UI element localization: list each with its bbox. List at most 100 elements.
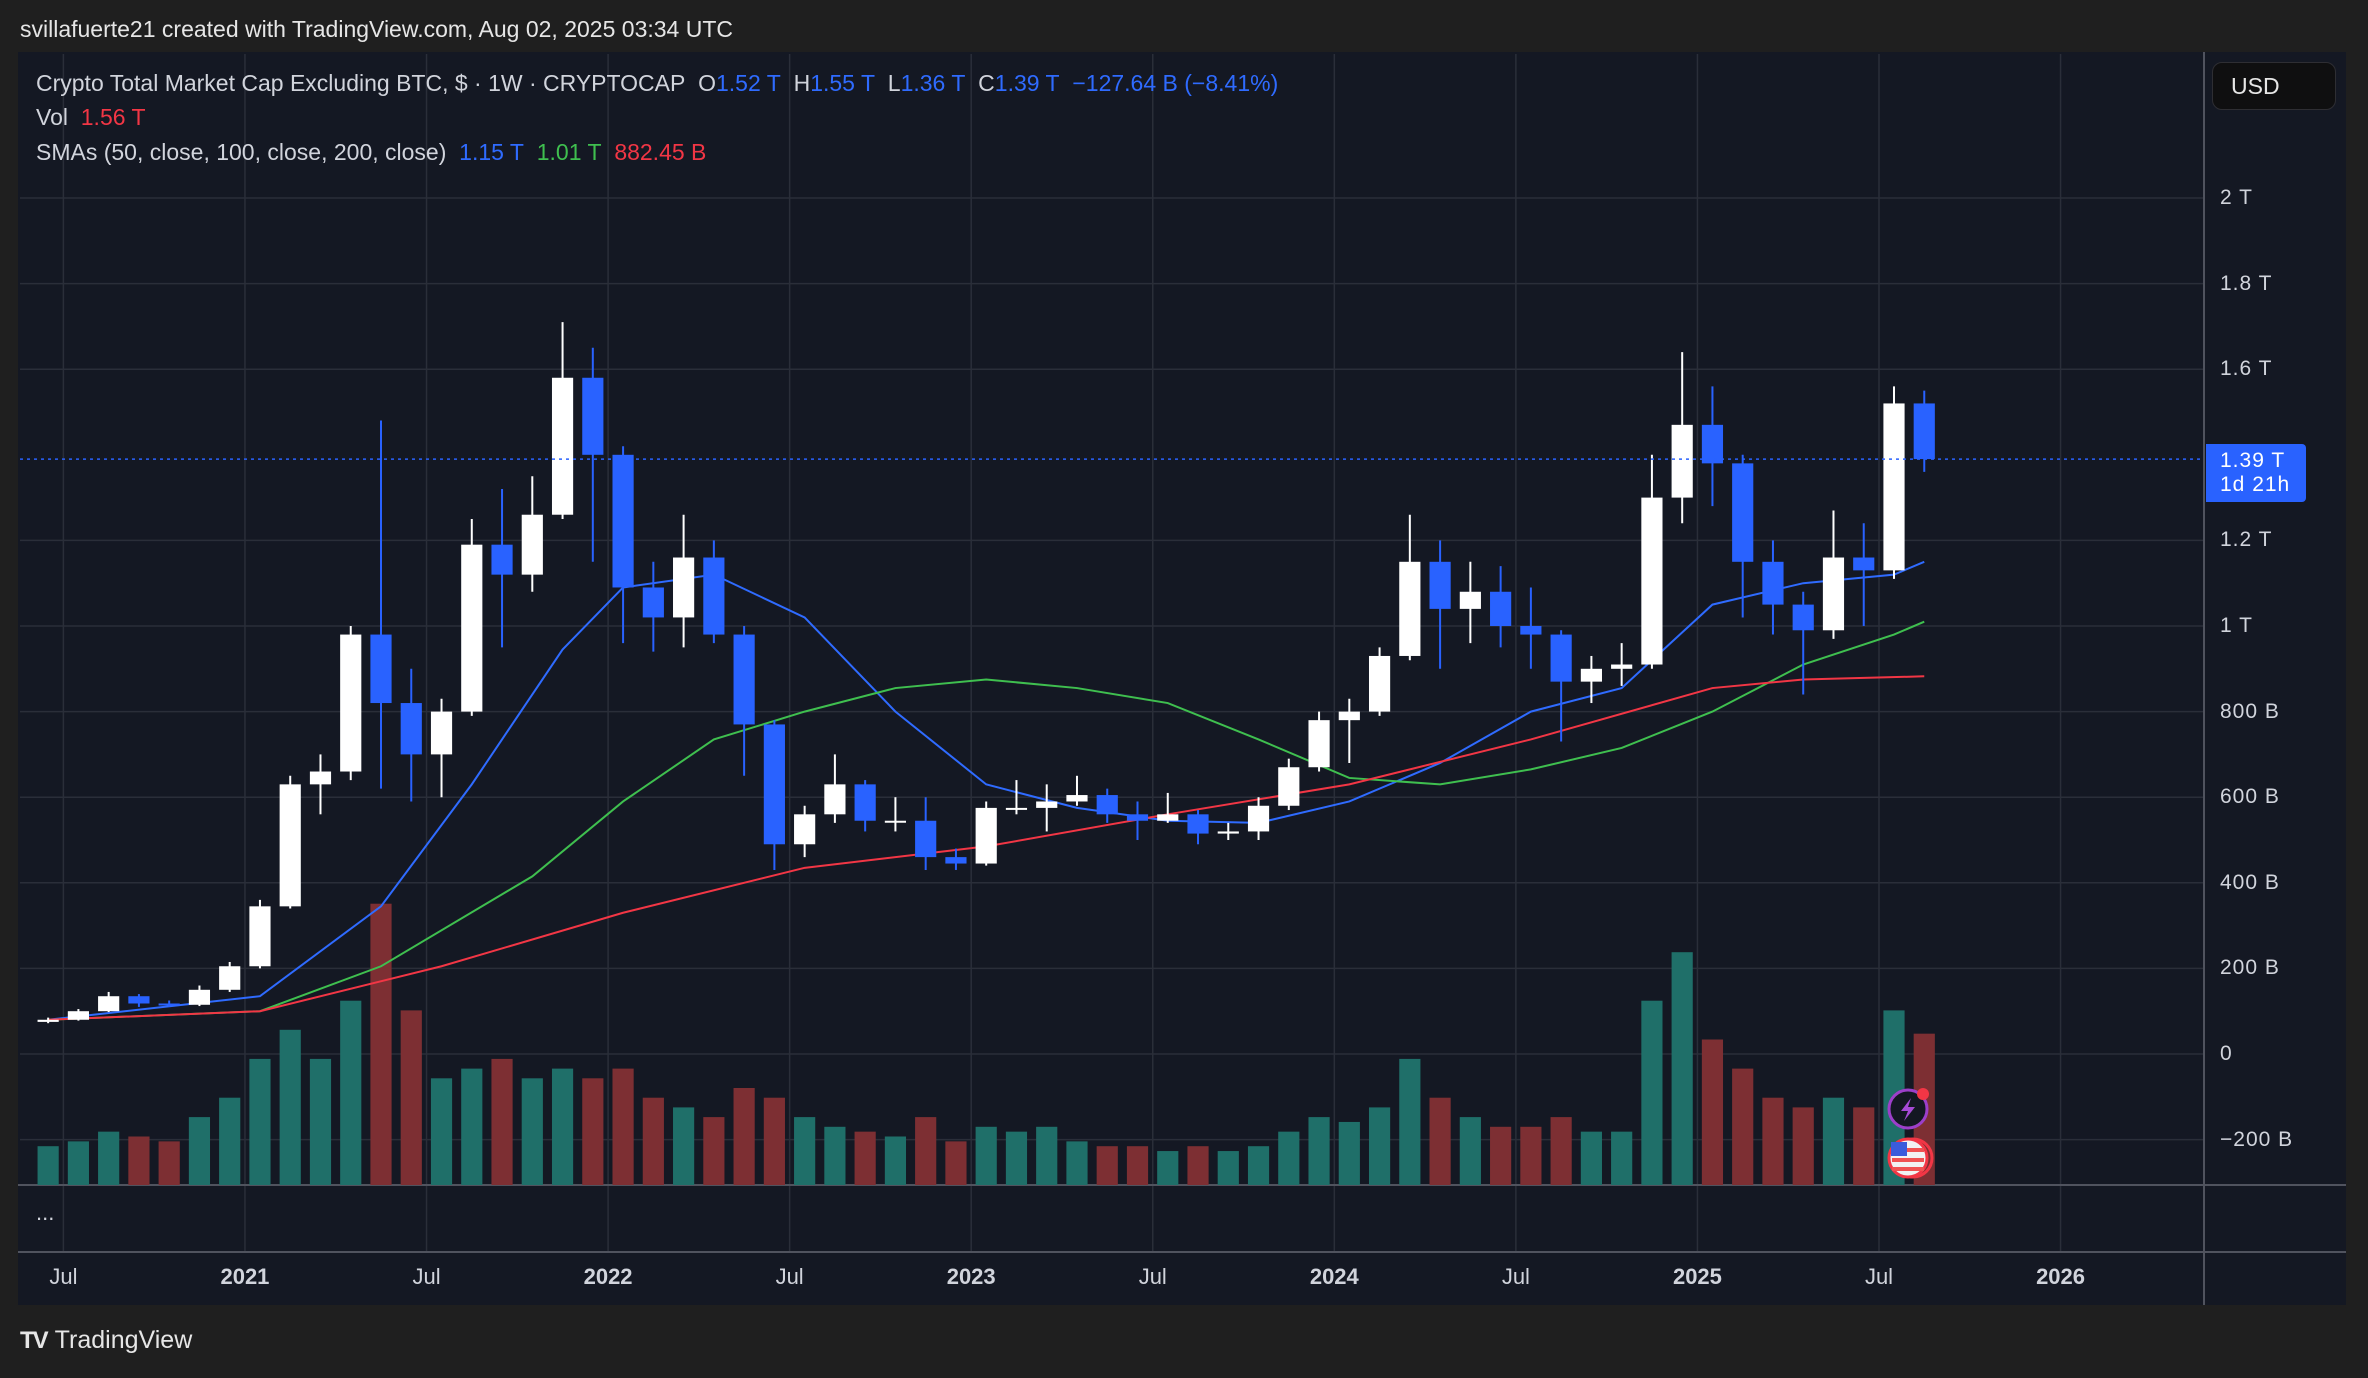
candle-body — [340, 634, 362, 772]
volume-bar — [430, 1078, 453, 1185]
price-tick-label: 800 B — [2220, 699, 2280, 723]
volume-bar — [1822, 1097, 1845, 1185]
volume-label: Vol — [36, 104, 68, 130]
sma-label: SMAs (50, close, 100, close, 200, close) — [36, 139, 447, 165]
price-tick-label: 2 T — [2220, 186, 2253, 209]
legend-volume-row[interactable]: Vol 1.56 T — [36, 104, 146, 131]
candle-body — [1913, 403, 1935, 460]
sma200-value: 882.45 B — [614, 139, 707, 165]
candle-body — [400, 703, 422, 755]
candle-body — [1822, 557, 1845, 631]
price-tick-label: 1.6 T — [2220, 357, 2273, 381]
candle-body — [733, 634, 755, 725]
low-label: L — [887, 70, 901, 96]
volume-bar — [1732, 1068, 1754, 1185]
price-tick-label: 1.2 T — [2220, 528, 2273, 552]
price-tick-label: 1 T — [2220, 614, 2253, 637]
candle-body — [430, 711, 453, 755]
sma50-line — [48, 560, 1925, 1021]
volume-bar — [1490, 1126, 1512, 1185]
volume-bar — [1247, 1146, 1270, 1185]
candle-body — [279, 784, 301, 907]
legend-sma-row[interactable]: SMAs (50, close, 100, close, 200, close)… — [36, 139, 706, 166]
candle-body — [1671, 424, 1693, 498]
volume-bar — [98, 1131, 120, 1185]
currency-button[interactable]: USD — [2212, 62, 2336, 110]
candle-body — [1036, 801, 1058, 808]
candle-body — [128, 996, 150, 1004]
candle-body — [1883, 403, 1905, 571]
candle-body — [1157, 814, 1179, 821]
candle-body — [1459, 591, 1481, 609]
volume-bar — [279, 1029, 301, 1185]
candle-body — [37, 1019, 59, 1022]
volume-bar — [188, 1117, 211, 1185]
candle-body — [1701, 424, 1724, 464]
volume-bar — [249, 1058, 271, 1185]
candle-body — [1187, 814, 1209, 834]
volume-bar — [703, 1117, 725, 1185]
volume-bar — [1278, 1131, 1300, 1185]
candle-body — [1490, 591, 1512, 626]
candle-body — [158, 1003, 180, 1006]
candle-body — [763, 724, 785, 845]
candle-body — [1308, 720, 1330, 768]
volume-bar — [1187, 1146, 1209, 1185]
symbol-title[interactable]: Crypto Total Market Cap Excluding BTC, $… — [36, 70, 686, 96]
volume-bar — [1853, 1107, 1875, 1185]
lightning-event-icon[interactable] — [1887, 1088, 1929, 1130]
tradingview-logo[interactable]: TV TradingView — [20, 1326, 192, 1355]
volume-bar — [37, 1146, 59, 1185]
candle-body — [1096, 795, 1118, 815]
volume-bar — [945, 1141, 967, 1185]
candle-body — [1853, 557, 1875, 571]
volume-bar — [733, 1088, 755, 1185]
candle-body — [915, 820, 937, 858]
volume-bar — [1701, 1039, 1724, 1185]
candle-body — [945, 857, 967, 864]
candle-body — [1429, 561, 1451, 609]
time-tick-label: Jul — [775, 1264, 804, 1289]
candle-body — [370, 634, 392, 704]
low-value: 1.36 T — [900, 70, 966, 96]
open-label: O — [698, 70, 716, 96]
price-tick-label: 0 — [2220, 1042, 2233, 1065]
volume-bar — [1792, 1107, 1814, 1185]
volume-bar — [794, 1117, 816, 1185]
volume-bar — [128, 1136, 150, 1185]
sma50-value: 1.15 T — [459, 139, 524, 165]
volume-bar — [400, 1010, 422, 1185]
time-tick-label: Jul — [1501, 1264, 1530, 1289]
candle-body — [1126, 814, 1149, 821]
volume-bar — [1096, 1146, 1118, 1185]
volume-bar — [1036, 1126, 1058, 1185]
event-icons — [1887, 1088, 1934, 1179]
time-tick-label: 2026 — [2036, 1264, 2086, 1289]
volume-bar — [612, 1068, 634, 1185]
volume-bar — [1671, 952, 1693, 1185]
us-flag-economic-event-icon[interactable] — [1887, 1137, 1934, 1179]
volume-bar — [673, 1107, 695, 1185]
volume-bar — [158, 1141, 180, 1185]
candle-body — [1278, 767, 1300, 806]
volume-bar — [1126, 1146, 1149, 1185]
time-tick-label: Jul — [1864, 1264, 1894, 1289]
time-tick-label: 2022 — [583, 1264, 633, 1289]
tradingview-logo-icon: TV — [20, 1326, 49, 1354]
volume-bar — [582, 1078, 604, 1185]
volume-bar — [521, 1078, 543, 1185]
volume-bar — [642, 1097, 664, 1185]
candle-body — [884, 820, 907, 823]
candle-body — [1338, 711, 1360, 721]
time-tick-label: 2023 — [946, 1264, 996, 1289]
volume-bar — [491, 1058, 513, 1185]
change-value: −127.64 B (−8.41%) — [1072, 70, 1279, 96]
candle-body — [642, 587, 664, 618]
time-tick-label: 2024 — [1309, 1264, 1359, 1289]
candle-body — [794, 814, 816, 845]
volume-bar — [1308, 1117, 1330, 1185]
more-button[interactable]: ... — [36, 1200, 55, 1225]
candle-body — [854, 784, 876, 821]
candle-body — [219, 966, 241, 990]
